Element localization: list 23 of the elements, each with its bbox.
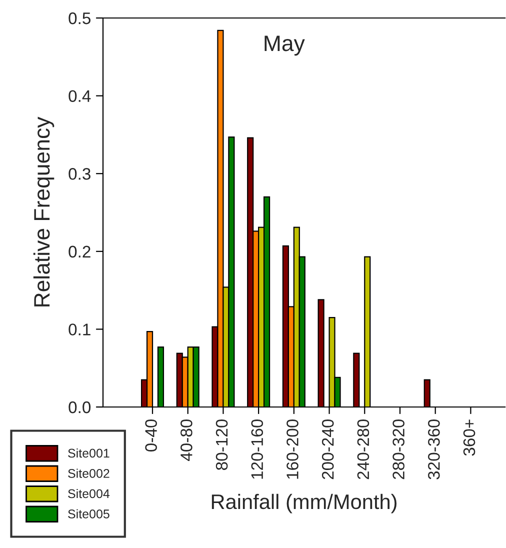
x-tick-label: 280-320 — [392, 419, 404, 480]
x-tick-label: 200-240 — [322, 419, 334, 480]
y-tick-label: 0.4 — [68, 90, 91, 102]
x-tick-label: 80-120 — [216, 419, 228, 470]
legend-label: Site005 — [68, 509, 110, 518]
x-tick-label: 120-160 — [251, 419, 264, 479]
x-tick-label: 40-80 — [180, 419, 192, 462]
legend-label: Site004 — [68, 488, 110, 498]
y-tick-label: 0.2 — [68, 246, 90, 258]
x-tick-label: 360+ — [463, 420, 476, 456]
x-tick-label: 240-280 — [357, 419, 370, 480]
x-axis-title: Rainfall (mm/Month) — [212, 494, 396, 514]
y-axis-title: Relative Frequency — [33, 116, 54, 306]
y-tick-label: 0.3 — [68, 168, 90, 180]
x-tick-label: 320-360 — [428, 419, 440, 480]
y-tick-label: 0.0 — [68, 401, 91, 414]
legend-label: Site002 — [68, 468, 110, 478]
legend-label: Site001 — [68, 448, 110, 458]
y-tick-label: 0.1 — [68, 324, 90, 336]
text: May — [264, 36, 305, 56]
x-tick-label: 160-200 — [286, 419, 298, 479]
x-tick-label: 0-40 — [145, 419, 157, 452]
y-tick-label: 0.5 — [68, 12, 90, 24]
